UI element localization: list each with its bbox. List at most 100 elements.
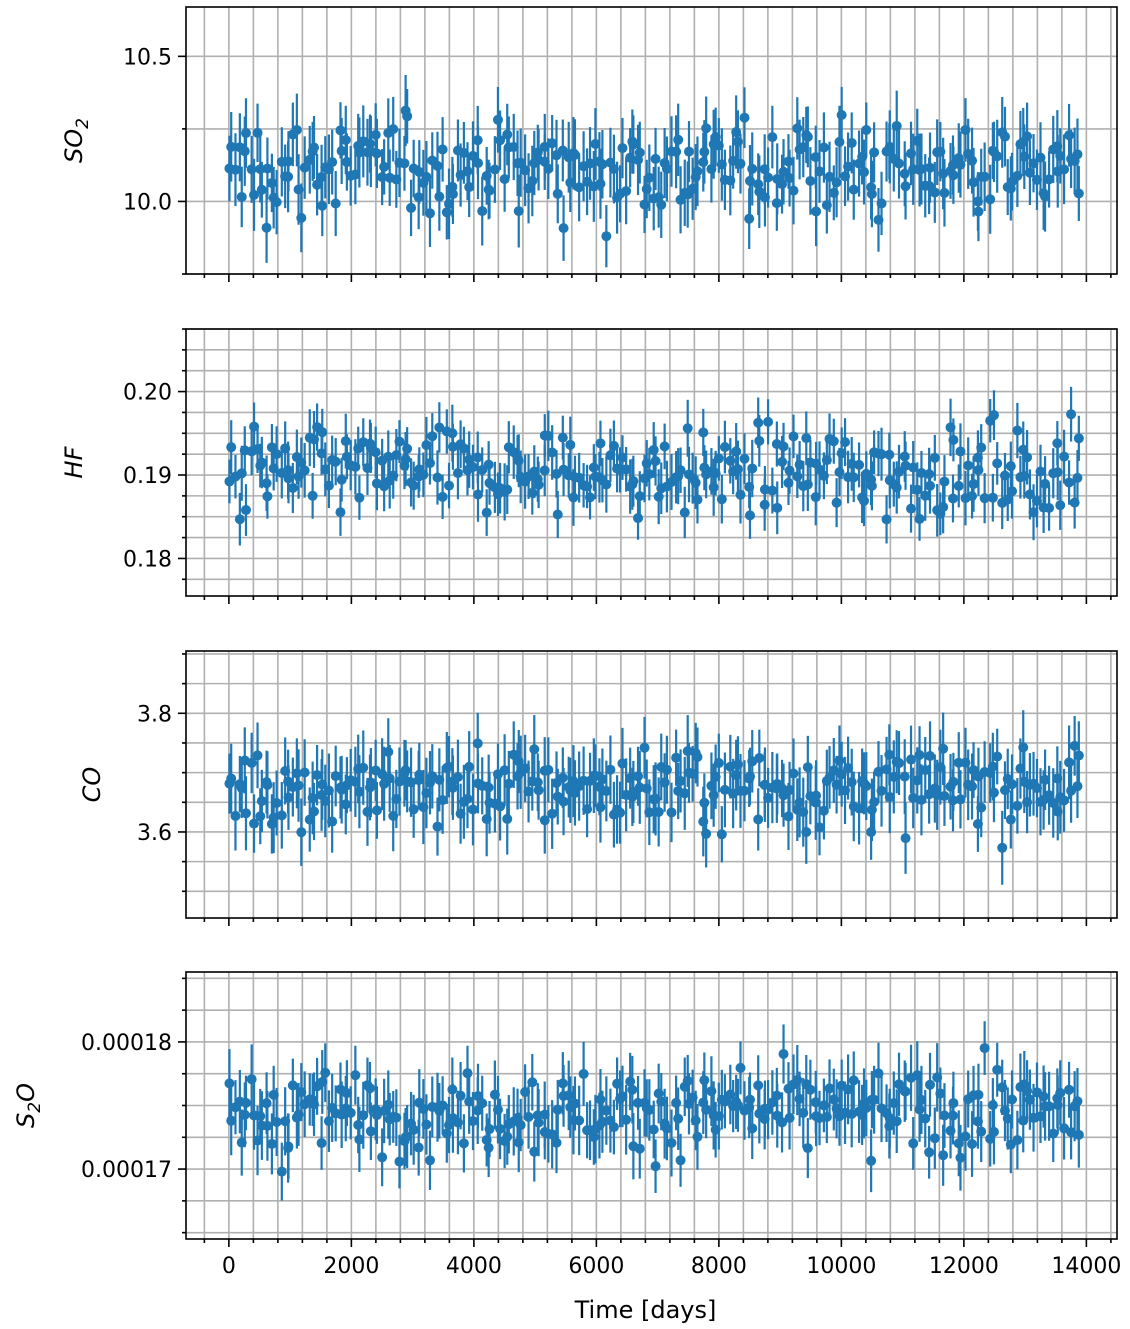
data-point	[1012, 1135, 1023, 1146]
data-point	[1018, 1115, 1029, 1126]
data-point	[955, 1152, 966, 1163]
data-point	[794, 1093, 805, 1104]
data-point	[666, 1137, 677, 1148]
data-point	[502, 129, 513, 140]
data-point	[634, 491, 645, 502]
data-point	[552, 509, 563, 520]
data-point	[900, 181, 911, 192]
data-point	[788, 185, 799, 196]
data-point	[955, 446, 966, 457]
data-point	[1044, 790, 1055, 801]
data-point	[1044, 174, 1055, 185]
data-point	[499, 765, 510, 776]
data-point	[455, 1090, 466, 1101]
data-point	[299, 465, 310, 476]
data-point	[226, 1115, 237, 1126]
data-point	[299, 767, 310, 778]
data-point	[1040, 774, 1051, 785]
data-point	[1064, 1084, 1075, 1095]
data-point	[648, 1124, 659, 1135]
data-point	[916, 467, 927, 478]
data-point	[252, 127, 263, 138]
data-point	[601, 479, 612, 490]
data-point	[574, 1115, 585, 1126]
data-point	[906, 503, 917, 514]
data-point	[682, 1075, 693, 1086]
data-point	[912, 484, 923, 495]
data-point	[925, 480, 936, 491]
data-point	[914, 749, 925, 760]
data-point	[408, 1124, 419, 1135]
data-point	[699, 1075, 710, 1086]
data-series	[224, 386, 1084, 546]
data-point	[988, 410, 999, 421]
data-point	[675, 775, 686, 786]
y-axis-label: HF	[60, 445, 88, 478]
data-point	[701, 123, 712, 134]
data-point	[434, 191, 445, 202]
data-point	[1066, 409, 1077, 420]
data-point	[354, 786, 365, 797]
data-point	[834, 467, 845, 478]
data-point	[271, 797, 282, 808]
data-point	[262, 491, 273, 502]
data-point	[484, 1124, 495, 1135]
data-point	[900, 460, 911, 471]
data-point	[801, 433, 812, 444]
data-point	[458, 443, 469, 454]
data-point	[739, 453, 750, 464]
data-point	[370, 129, 381, 140]
data-point	[716, 829, 727, 840]
data-point	[502, 813, 513, 824]
data-point	[239, 146, 250, 157]
data-point	[262, 779, 273, 790]
data-point	[371, 805, 382, 816]
data-point	[772, 502, 783, 513]
data-point	[753, 1080, 764, 1091]
data-point	[379, 161, 390, 172]
data-point	[354, 1134, 365, 1145]
data-point	[811, 790, 822, 801]
data-point	[938, 502, 949, 513]
data-point	[421, 171, 432, 182]
data-point	[565, 439, 576, 450]
y-ticks: 0.18 0.19 0.20	[123, 328, 186, 581]
x-tick-label: 2000	[323, 1254, 379, 1279]
data-point	[340, 436, 351, 447]
data-point	[794, 797, 805, 808]
panel-3: 3.6 3.8 CO	[78, 650, 1118, 926]
data-point	[891, 1116, 902, 1127]
data-point	[777, 1117, 788, 1128]
data-point	[1073, 750, 1084, 761]
data-point	[383, 746, 394, 757]
data-point	[973, 206, 984, 217]
panel-1: 10.0 10.5 SO2	[60, 6, 1118, 282]
data-point	[447, 782, 458, 793]
data-point	[744, 213, 755, 224]
data-point	[299, 162, 310, 173]
data-point	[533, 479, 544, 490]
data-point	[935, 1088, 946, 1099]
data-point	[226, 442, 237, 453]
data-point	[967, 155, 978, 166]
data-point	[414, 166, 425, 177]
data-point	[929, 452, 940, 463]
data-point	[240, 505, 251, 516]
data-point	[255, 811, 266, 822]
data-series	[224, 75, 1084, 268]
data-point	[906, 148, 917, 159]
data-point	[377, 1152, 388, 1163]
axes-frame	[185, 6, 1118, 275]
data-point	[608, 1122, 619, 1133]
data-point	[291, 124, 302, 135]
data-point	[533, 1117, 544, 1128]
data-point	[1059, 795, 1070, 806]
data-point	[967, 1139, 978, 1150]
data-point	[597, 1116, 608, 1127]
data-point	[848, 472, 859, 483]
data-point	[673, 134, 684, 145]
data-point	[894, 466, 905, 477]
data-point	[605, 764, 616, 775]
data-point	[287, 1080, 298, 1091]
data-point	[633, 771, 644, 782]
